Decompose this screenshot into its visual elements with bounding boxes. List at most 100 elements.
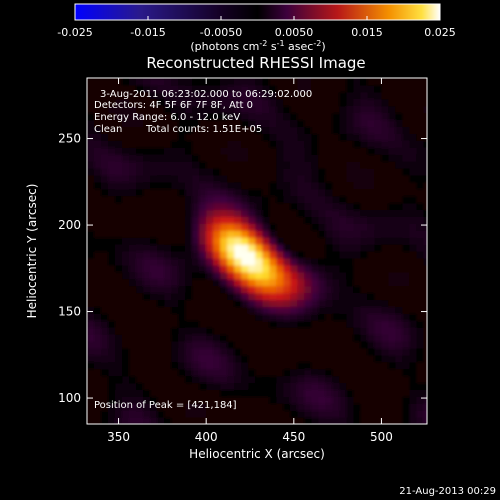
heatmap-cell bbox=[227, 320, 235, 328]
heatmap-cell bbox=[416, 264, 425, 273]
heatmap-cell bbox=[297, 147, 305, 155]
heatmap-cell bbox=[395, 313, 404, 321]
heatmap-cell bbox=[276, 347, 284, 356]
heatmap-cell bbox=[136, 126, 144, 134]
heatmap-cell bbox=[220, 313, 228, 321]
heatmap-cell bbox=[388, 299, 397, 307]
heatmap-cell bbox=[367, 313, 376, 321]
heatmap-cell bbox=[129, 334, 137, 342]
heatmap-cell bbox=[248, 161, 256, 169]
heatmap-cell bbox=[318, 84, 326, 93]
heatmap-cell bbox=[157, 84, 165, 93]
heatmap-cell bbox=[332, 340, 340, 349]
heatmap-cell bbox=[199, 285, 207, 294]
heatmap-cell bbox=[101, 375, 109, 384]
heatmap-cell bbox=[255, 161, 263, 169]
heatmap-cell bbox=[416, 223, 425, 231]
heatmap-cell bbox=[304, 278, 312, 287]
heatmap-cell bbox=[108, 230, 116, 238]
heatmap-cell bbox=[241, 188, 249, 197]
heatmap-cell bbox=[423, 257, 427, 266]
heatmap-cell bbox=[241, 237, 249, 245]
heatmap-cell bbox=[374, 230, 383, 238]
heatmap-cell bbox=[129, 147, 137, 155]
heatmap-cell bbox=[185, 174, 193, 183]
heatmap-cell bbox=[374, 251, 383, 259]
heatmap-cell bbox=[388, 410, 397, 418]
heatmap-cell bbox=[185, 140, 193, 148]
heatmap-cell bbox=[129, 244, 137, 252]
heatmap-cell bbox=[241, 230, 249, 238]
heatmap-cell bbox=[178, 285, 186, 294]
heatmap-cell bbox=[143, 251, 151, 259]
heatmap-cell bbox=[367, 84, 376, 93]
heatmap-cell bbox=[199, 251, 207, 259]
heatmap-cell bbox=[304, 299, 312, 307]
heatmap-cell bbox=[283, 167, 291, 176]
heatmap-cell bbox=[164, 361, 172, 370]
heatmap-cell bbox=[143, 368, 151, 377]
heatmap-cell bbox=[290, 327, 298, 335]
heatmap-cell bbox=[318, 389, 326, 397]
heatmap-cell bbox=[402, 410, 411, 418]
heatmap-cell bbox=[325, 105, 333, 114]
heatmap-cell bbox=[360, 347, 369, 356]
heatmap-cell bbox=[353, 285, 361, 294]
heatmap-cell bbox=[381, 126, 390, 134]
heatmap-cell bbox=[171, 299, 179, 307]
heatmap-cell bbox=[171, 368, 179, 377]
heatmap-cell bbox=[332, 299, 340, 307]
heatmap-cell bbox=[311, 126, 319, 134]
heatmap-cell bbox=[150, 202, 158, 211]
heatmap-cell bbox=[87, 105, 95, 114]
heatmap-cell bbox=[143, 306, 151, 314]
heatmap-cell bbox=[360, 223, 369, 231]
heatmap-cell bbox=[129, 327, 137, 335]
heatmap-cell bbox=[87, 147, 95, 155]
heatmap-cell bbox=[318, 340, 326, 349]
heatmap-cell bbox=[87, 174, 95, 183]
heatmap-cell bbox=[318, 375, 326, 384]
heatmap-cell bbox=[143, 396, 151, 404]
heatmap-cell bbox=[318, 237, 326, 245]
heatmap-cell bbox=[409, 354, 418, 363]
heatmap-cell bbox=[227, 299, 235, 307]
heatmap-cell bbox=[227, 313, 235, 321]
heatmap-cell bbox=[206, 161, 214, 169]
heatmap-cell bbox=[185, 126, 193, 134]
heatmap-cell bbox=[150, 375, 158, 384]
heatmap-cell bbox=[192, 271, 200, 280]
heatmap-cell bbox=[94, 396, 102, 404]
heatmap-cell bbox=[283, 195, 291, 204]
heatmap-cell bbox=[171, 230, 179, 238]
heatmap-cell bbox=[374, 188, 383, 197]
heatmap-cell bbox=[339, 140, 347, 148]
heatmap-cell bbox=[360, 147, 369, 155]
heatmap-cell bbox=[395, 167, 404, 176]
heatmap-cell bbox=[374, 98, 383, 107]
heatmap-cell bbox=[220, 320, 228, 328]
heatmap-cell bbox=[325, 375, 333, 384]
heatmap-cell bbox=[241, 126, 249, 134]
heatmap-cell bbox=[423, 84, 427, 93]
heatmap-cell bbox=[395, 216, 404, 224]
heatmap-cell bbox=[346, 285, 354, 294]
heatmap-cell bbox=[423, 320, 427, 328]
heatmap-cell bbox=[290, 223, 298, 231]
heatmap-cell bbox=[304, 257, 312, 266]
heatmap-cell bbox=[87, 167, 95, 176]
heatmap-cell bbox=[360, 403, 369, 411]
heatmap-cell bbox=[227, 285, 235, 294]
heatmap-cell bbox=[276, 181, 284, 190]
heatmap-cell bbox=[108, 195, 116, 204]
heatmap-cell bbox=[108, 410, 116, 418]
heatmap-cell bbox=[283, 320, 291, 328]
heatmap-cell bbox=[325, 140, 333, 148]
heatmap-cell bbox=[171, 278, 179, 287]
heatmap-cell bbox=[94, 327, 102, 335]
heatmap-cell bbox=[374, 167, 383, 176]
heatmap-cell bbox=[325, 188, 333, 197]
heatmap-cell bbox=[283, 327, 291, 335]
heatmap-cell bbox=[108, 382, 116, 390]
heatmap-cell bbox=[178, 251, 186, 259]
